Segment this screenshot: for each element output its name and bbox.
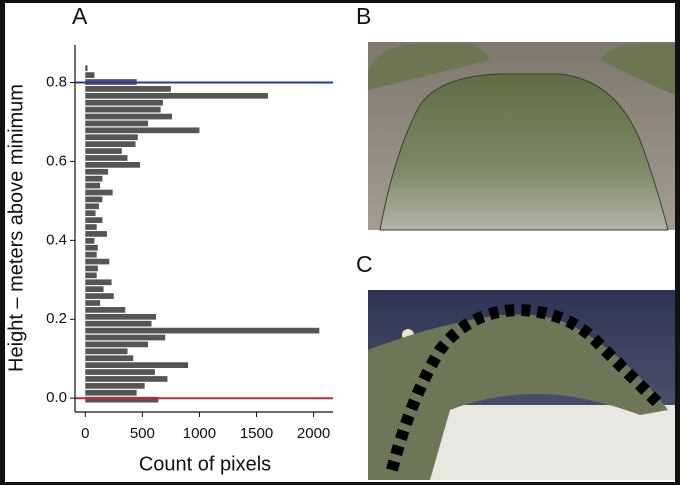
bar	[85, 106, 161, 113]
bar	[85, 272, 97, 279]
x-axis-title: Count of pixels	[139, 453, 271, 475]
bar	[85, 92, 268, 99]
bar	[85, 355, 134, 362]
bar	[85, 141, 136, 148]
bar	[85, 86, 171, 92]
bar	[85, 286, 104, 293]
y-tick-label: 0.6	[46, 152, 67, 169]
photo-c-points	[386, 303, 665, 472]
bar	[85, 265, 98, 272]
bar	[85, 369, 155, 375]
bar	[85, 113, 173, 120]
bar	[85, 168, 109, 175]
bar	[85, 279, 112, 286]
bar	[85, 244, 98, 251]
bar	[85, 334, 166, 341]
bar	[85, 155, 128, 161]
bar	[85, 99, 163, 106]
panel-label: C	[356, 251, 373, 277]
photo-b-mound-back	[368, 44, 490, 90]
bar	[85, 224, 97, 230]
bar	[85, 320, 152, 327]
bar	[85, 293, 114, 299]
bar	[85, 313, 157, 320]
bar	[85, 362, 189, 368]
x-tick-label: 2000	[297, 425, 330, 442]
photo-c	[368, 290, 675, 480]
bar	[85, 175, 103, 182]
bar	[85, 189, 113, 196]
bar	[85, 217, 103, 223]
x-tick-label: 1000	[183, 425, 216, 442]
y-tick-label: 0.2	[46, 310, 67, 327]
x-tick-label: 0	[81, 425, 89, 442]
x-tick-label: 500	[130, 425, 155, 442]
bar	[85, 134, 138, 141]
bar	[85, 348, 128, 355]
bar	[85, 307, 126, 313]
y-axis-title: Height – meters above minimum	[5, 84, 27, 372]
bar	[85, 396, 159, 403]
photo-b-mound	[379, 73, 669, 231]
bar	[85, 210, 96, 217]
x-tick-label: 1500	[240, 425, 273, 442]
bar	[85, 148, 122, 154]
photo-c-arch	[368, 314, 668, 480]
y-tick-label: 0.8	[46, 73, 67, 90]
panel-label: A	[72, 3, 88, 29]
photo-b-mound-right	[600, 44, 675, 95]
panel-label: B	[356, 3, 371, 29]
bar	[85, 237, 95, 244]
bar	[85, 389, 137, 396]
bar	[85, 258, 110, 265]
bar	[85, 203, 99, 210]
bar	[85, 72, 95, 78]
bar	[85, 341, 149, 348]
bar	[85, 383, 145, 389]
y-tick-label: 0.4	[46, 231, 67, 248]
bar	[85, 327, 320, 334]
bar	[85, 162, 141, 168]
bar	[85, 127, 200, 134]
bar	[85, 120, 149, 127]
bar	[85, 196, 103, 203]
bar	[85, 300, 101, 306]
y-tick-label: 0.0	[46, 389, 67, 406]
bar	[85, 251, 97, 258]
bar	[85, 376, 168, 382]
bar	[85, 182, 101, 189]
bar	[85, 65, 88, 72]
photo-b	[368, 42, 675, 231]
bar	[85, 231, 107, 237]
